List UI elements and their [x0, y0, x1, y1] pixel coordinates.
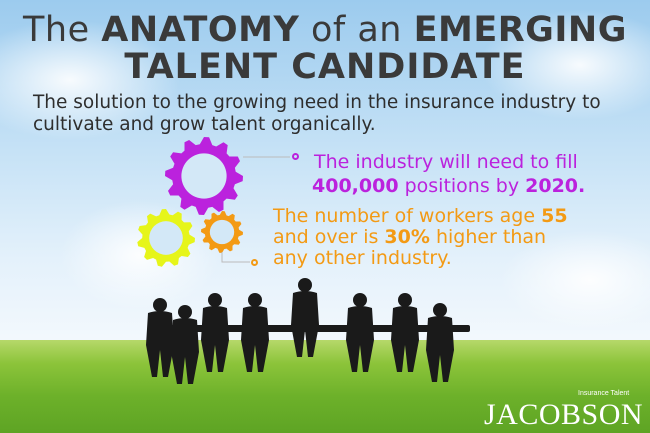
- subtitle: The solution to the growing need in the …: [33, 92, 601, 135]
- cloud: [480, 10, 650, 120]
- cloud: [0, 20, 180, 140]
- person-head: [248, 293, 262, 307]
- person-body: [241, 306, 269, 372]
- orange-gear-icon-hole: [209, 219, 235, 245]
- purple-gear-icon-hole: [181, 153, 227, 199]
- person-head: [353, 293, 367, 307]
- cloud: [500, 230, 650, 330]
- person-head: [178, 305, 192, 319]
- person-head: [298, 278, 312, 292]
- person-head: [433, 303, 447, 317]
- person-head: [208, 293, 222, 307]
- person-body: [291, 291, 319, 357]
- bullet-icon: [292, 153, 299, 160]
- person-body: [346, 306, 374, 372]
- person-body: [426, 316, 454, 382]
- grass-field: [0, 340, 650, 433]
- title-line1: The ANATOMY of an EMERGING: [23, 10, 627, 50]
- fact-industry-positions: The industry will need to fill 400,000 p…: [312, 151, 586, 197]
- person-body: [391, 306, 419, 372]
- title-line2: TALENT CANDIDATE: [124, 47, 526, 87]
- cloud: [60, 200, 220, 310]
- jacobson-logo: JACOBSON: [484, 398, 644, 431]
- person-head: [398, 293, 412, 307]
- person-body: [171, 318, 199, 384]
- fact-workers-age: The number of workers age 55 and over is…: [273, 205, 568, 269]
- person-head: [153, 298, 167, 312]
- meeting-silhouette: [146, 278, 470, 384]
- person-body: [146, 311, 174, 377]
- person-body: [201, 306, 229, 372]
- bullet-icon: [251, 259, 258, 266]
- connector-line: [221, 252, 250, 263]
- yellow-gear-icon-hole: [149, 221, 183, 255]
- logo-tagline: Insurance Talent: [578, 390, 630, 397]
